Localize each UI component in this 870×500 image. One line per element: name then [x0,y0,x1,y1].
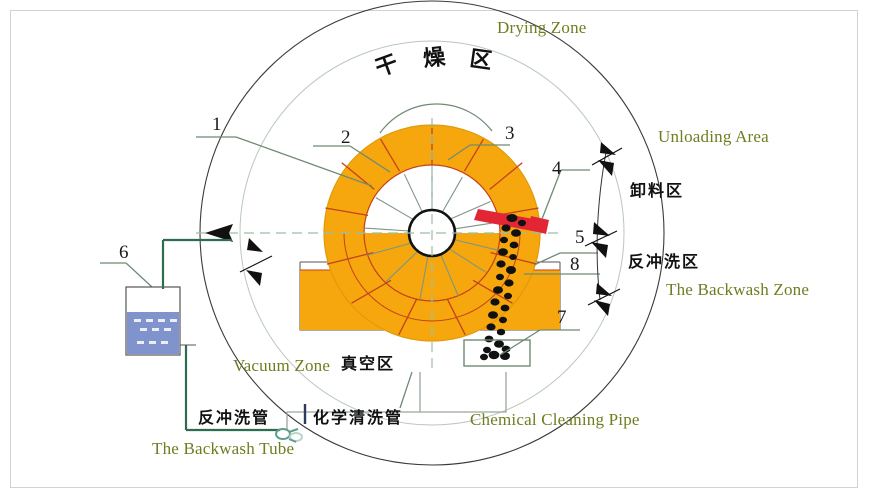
cleaning-pipe-en-label: Chemical Cleaning Pipe [470,410,640,429]
callout-2: 2 [341,127,351,148]
zone-tick-top [591,147,623,166]
cleaning-pipe-piping [286,372,507,430]
zone-dimension-arrow-top [598,142,616,176]
vacuum-zone-dimension-arrow [246,238,263,286]
drum-spokes [364,165,500,300]
backwash-zone-en-label: The Backwash Zone [666,280,810,299]
zone-tick-bottom [587,288,621,306]
zone-dimension-arrow-bottom [594,283,612,316]
beaker-liquid [127,312,179,354]
inner-shell-circle [239,40,625,426]
cake-collection-box [463,339,531,367]
flow-direction-arrow [205,224,233,242]
vacuum-zone-tick [239,255,273,273]
backwash-zone-cn-label: 反冲洗区 [628,252,701,271]
backwash-tube-cn-label: 反冲洗管 [198,408,271,427]
vacuum-zone-en-label: Vacuum Zone [233,356,331,375]
callout-5: 5 [575,227,585,248]
backwash-tube-piping [184,345,280,432]
drum-annulus [323,125,540,341]
drying-zone-en-label: Drying Zone [497,18,587,37]
callout-leader-lines [100,103,600,356]
unloading-area-en-label: Unloading Area [658,127,769,146]
cleaning-pipe-cn-label: 化学清洗管 [313,408,404,427]
beaker-liquid-marks [134,319,177,344]
discharged-cake-particles [480,214,526,361]
valve-icon [275,428,303,443]
zone-tick-mid [584,230,618,247]
vacuum-zone-leader [399,371,413,409]
unloading-area-cn-label: 卸料区 [630,181,685,200]
zone-dimension-arrow-mid [591,222,610,258]
callout-4: 4 [552,158,562,179]
process-piping [161,238,232,289]
scraper-blade-tip [528,216,549,234]
callout-8: 8 [570,254,580,275]
callout-6: 6 [119,242,129,263]
vacuum-zone-cn-label: 真空区 [341,354,396,373]
callout-1: 1 [212,114,222,135]
backwash-tube-en-label: The Backwash Tube [152,439,295,458]
callout-7: 7 [557,307,567,328]
callout-3: 3 [505,123,515,144]
